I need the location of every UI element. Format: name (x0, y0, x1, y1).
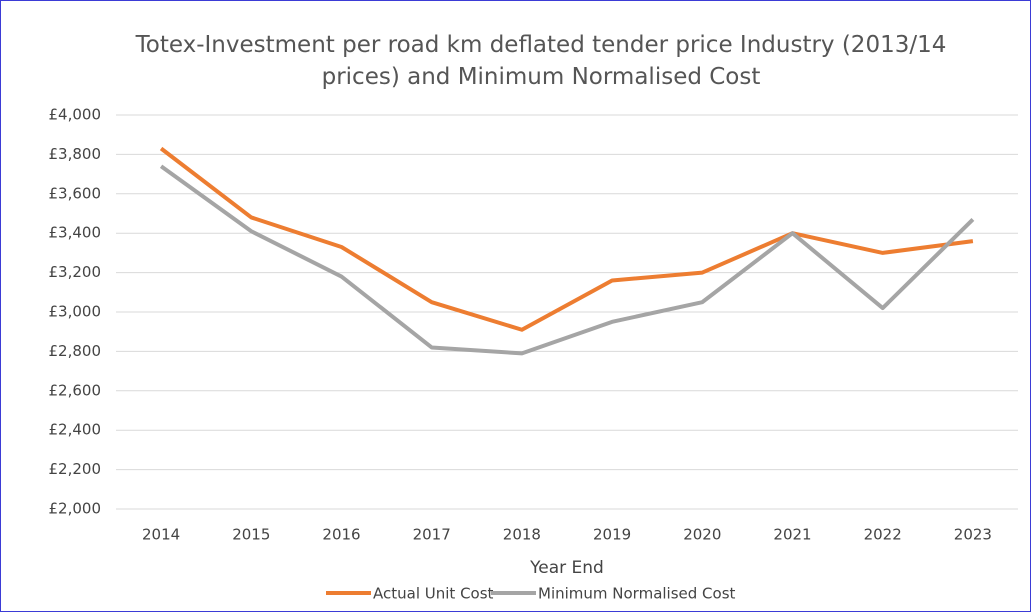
y-tick-label: £3,000 (49, 303, 102, 321)
x-tick-label: 2022 (864, 526, 902, 544)
y-tick-label: £3,400 (49, 224, 102, 242)
x-tick-label: 2021 (773, 526, 811, 544)
y-tick-label: £3,600 (49, 184, 102, 202)
x-tick-label: 2016 (322, 526, 360, 544)
x-tick-label: 2014 (142, 526, 180, 544)
x-tick-label: 2023 (954, 526, 992, 544)
y-tick-label: £2,200 (49, 460, 102, 478)
series-line (159, 164, 975, 356)
x-tick-label: 2019 (593, 526, 631, 544)
legend-label: Minimum Normalised Cost (538, 585, 736, 603)
y-tick-label: £2,600 (49, 381, 102, 399)
y-tick-label: £2,800 (49, 342, 102, 360)
y-tick-label: £2,400 (49, 421, 102, 439)
x-tick-label: 2020 (683, 526, 721, 544)
x-tick-label: 2017 (413, 526, 451, 544)
x-tick-label: 2018 (503, 526, 541, 544)
legend-label: Actual Unit Cost (373, 585, 494, 603)
chart-title: Totex-Investment per road km deflated te… (135, 32, 947, 90)
x-tick-label: 2015 (232, 526, 270, 544)
y-tick-label: £3,800 (49, 145, 102, 163)
x-axis-title: Year End (529, 558, 604, 578)
y-tick-label: £2,000 (49, 500, 102, 518)
y-tick-label: £4,000 (49, 106, 102, 124)
series-line (159, 146, 974, 332)
y-tick-label: £3,200 (49, 263, 102, 281)
